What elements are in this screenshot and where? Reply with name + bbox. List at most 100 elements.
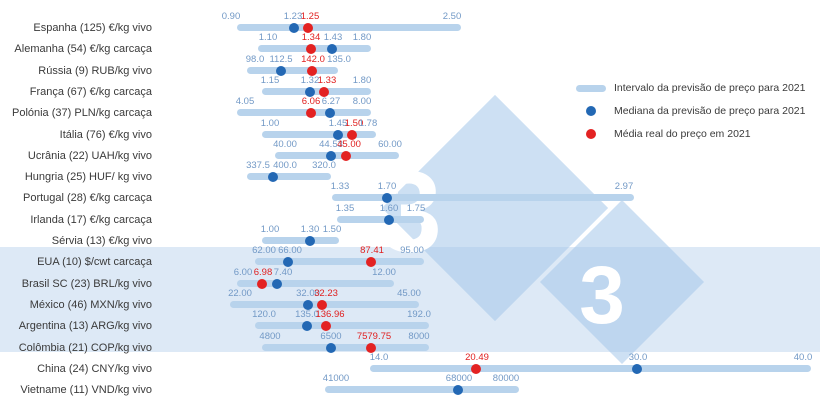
value-label: 30.0 xyxy=(628,352,648,363)
row-label: Sérvia (13) €/kg vivo xyxy=(51,235,152,247)
value-label: 1.80 xyxy=(352,75,372,86)
row-label: Hungria (25) HUF/ kg vivo xyxy=(24,171,152,183)
value-label: 400.0 xyxy=(273,160,297,171)
median-dot xyxy=(632,364,642,374)
interval-bar xyxy=(325,386,519,393)
median-dot xyxy=(289,23,299,33)
median-dot xyxy=(305,236,315,246)
row-label: Argentina (13) ARG/kg vivo xyxy=(18,320,152,332)
median-dot xyxy=(384,215,394,225)
value-label: 7.40 xyxy=(273,267,293,278)
real-dot xyxy=(366,257,376,267)
row-label: Irlanda (17) €/kg carcaça xyxy=(30,214,152,226)
median-dot xyxy=(325,108,335,118)
real-dot xyxy=(347,130,357,140)
value-label: 1.43 xyxy=(323,32,343,43)
interval-bar xyxy=(337,216,424,223)
value-label: 62.00 xyxy=(252,245,276,256)
value-label: 8.00 xyxy=(352,96,372,107)
median-dot xyxy=(268,172,278,182)
row-label: EUA (10) $/cwt carcaça xyxy=(37,256,152,268)
row-label: Alemanha (54) €/kg carcaça xyxy=(14,43,152,55)
median-dot xyxy=(333,130,343,140)
value-label: 44.53 xyxy=(319,139,343,150)
real-dot xyxy=(306,108,316,118)
median-dot xyxy=(382,193,392,203)
row-label: México (46) MXN/kg vivo xyxy=(29,299,152,311)
value-label: 7579.75 xyxy=(356,331,392,342)
value-label: 120.0 xyxy=(252,309,276,320)
legend-label: Média real do preço em 2021 xyxy=(614,128,751,140)
value-label: 1.32 xyxy=(300,75,320,86)
value-label: 142.0 xyxy=(301,54,325,65)
value-label: 1.75 xyxy=(406,203,426,214)
interval-bar xyxy=(332,194,634,201)
value-label: 1.70 xyxy=(377,181,397,192)
median-dot xyxy=(327,44,337,54)
real-dot xyxy=(306,44,316,54)
value-label: 4.05 xyxy=(235,96,255,107)
value-label: 32.00 xyxy=(296,288,320,299)
value-label: 12.00 xyxy=(372,267,396,278)
value-label: 136.96 xyxy=(315,309,345,320)
row-label: Rússia (9) RUB/kg vivo xyxy=(38,65,152,77)
median-dot xyxy=(302,321,312,331)
row-label: Vietname (11) VND/kg vivo xyxy=(20,384,152,396)
value-label: 4800 xyxy=(259,331,281,342)
interval-bar xyxy=(262,131,376,138)
value-label: 1.50 xyxy=(322,224,342,235)
median-dot xyxy=(303,300,313,310)
row-label: Brasil SC (23) BRL/kg vivo xyxy=(21,278,152,290)
value-label: 80000 xyxy=(492,373,520,384)
value-label: 87.41 xyxy=(360,245,384,256)
real-dot xyxy=(257,279,267,289)
row-label: Itália (76) €/kg vivo xyxy=(59,129,152,141)
interval-bar xyxy=(255,322,429,329)
real-dot xyxy=(317,300,327,310)
real-dot-swatch xyxy=(576,129,606,139)
value-label: 1.33 xyxy=(330,181,350,192)
interval-bar-icon xyxy=(576,84,606,92)
interval-bar xyxy=(262,237,339,244)
interval-bar xyxy=(237,24,461,31)
legend-item-real: Média real do preço em 2021 xyxy=(576,126,805,142)
value-label: 1.00 xyxy=(260,118,280,129)
interval-bar xyxy=(247,173,331,180)
interval-bar xyxy=(237,109,371,116)
interval-bar xyxy=(255,258,424,265)
value-label: 1.10 xyxy=(258,32,278,43)
value-label: 1.60 xyxy=(379,203,399,214)
value-label: 112.5 xyxy=(269,54,293,65)
value-label: 40.0 xyxy=(793,352,813,363)
value-label: 20.49 xyxy=(465,352,489,363)
median-dot xyxy=(453,385,463,395)
real-dot xyxy=(366,343,376,353)
value-label: 1.34 xyxy=(301,32,321,43)
median-dot xyxy=(326,151,336,161)
value-label: 6.98 xyxy=(253,267,273,278)
watermark-digit: 3 xyxy=(579,250,625,341)
interval-bar xyxy=(370,365,811,372)
value-label: 1.23 xyxy=(283,11,303,22)
real-dot-icon xyxy=(586,129,596,139)
legend-label: Intervalo da previsão de preço para 2021 xyxy=(614,82,806,94)
value-label: 1.00 xyxy=(260,224,280,235)
median-dot-swatch xyxy=(576,106,606,116)
legend-label: Mediana da previsão de preço para 2021 xyxy=(614,105,806,117)
interval-bar xyxy=(262,344,429,351)
value-label: 1.25 xyxy=(300,11,320,22)
legend-item-median: Mediana da previsão de preço para 2021 xyxy=(576,103,805,119)
value-label: 1.15 xyxy=(260,75,280,86)
median-dot xyxy=(326,343,336,353)
value-label: 1.80 xyxy=(352,32,372,43)
value-label: 6.27 xyxy=(321,96,341,107)
real-dot xyxy=(471,364,481,374)
value-label: 98.0 xyxy=(245,54,265,65)
value-label: 1.30 xyxy=(300,224,320,235)
value-label: 192.0 xyxy=(407,309,431,320)
real-dot xyxy=(307,66,317,76)
value-label: 22.00 xyxy=(228,288,252,299)
value-label: 1.45 xyxy=(328,118,348,129)
